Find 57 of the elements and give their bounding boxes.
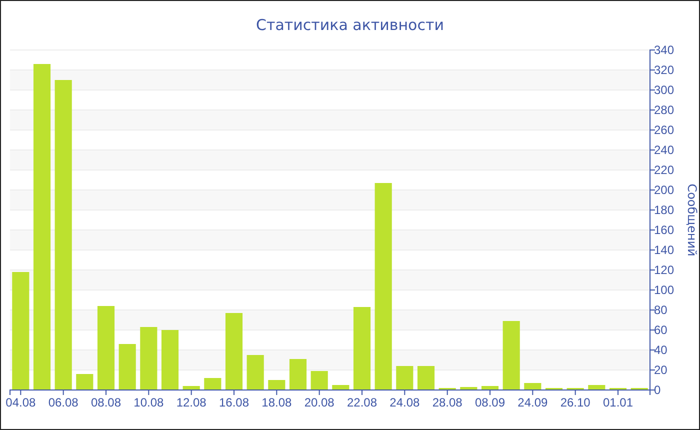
x-tick-label: 06.08 bbox=[48, 396, 79, 410]
x-tick-label: 20.08 bbox=[304, 396, 335, 410]
y-tick-label: 280 bbox=[654, 102, 674, 117]
y-tick-label: 200 bbox=[654, 182, 674, 197]
bar bbox=[161, 330, 179, 390]
bar bbox=[289, 359, 307, 390]
y-tick-label: 240 bbox=[654, 142, 674, 157]
bar bbox=[76, 374, 94, 390]
x-tick-label: 22.08 bbox=[346, 396, 378, 410]
y-tick-label: 60 bbox=[654, 322, 668, 337]
bar bbox=[246, 355, 264, 390]
bar bbox=[12, 272, 30, 390]
y-tick-label: 120 bbox=[654, 262, 674, 277]
x-tick-label: 26.10 bbox=[560, 396, 591, 410]
bar bbox=[524, 383, 542, 390]
bar bbox=[204, 378, 222, 390]
bar bbox=[225, 313, 243, 390]
x-tick-label: 08.08 bbox=[90, 396, 122, 410]
bar bbox=[268, 380, 286, 390]
x-tick-label: 28.08 bbox=[432, 396, 463, 410]
y-tick-label: 260 bbox=[654, 122, 674, 137]
x-tick-label: 18.08 bbox=[262, 396, 292, 410]
y-tick-label: 340 bbox=[654, 42, 674, 57]
bar bbox=[396, 366, 414, 390]
y-tick-label: 140 bbox=[654, 242, 674, 257]
bar bbox=[97, 306, 115, 390]
y-tick-label: 180 bbox=[654, 202, 674, 217]
x-tick-label: 12.08 bbox=[176, 396, 207, 410]
bar bbox=[417, 366, 435, 390]
bar bbox=[502, 321, 520, 390]
y-tick-label: 40 bbox=[654, 342, 668, 357]
y-tick-label: 0 bbox=[654, 382, 661, 397]
bar bbox=[332, 385, 350, 390]
bar bbox=[118, 344, 136, 390]
y-tick-label: 300 bbox=[654, 82, 674, 97]
x-tick-label: 08.09 bbox=[474, 396, 506, 410]
x-tick-label: 10.08 bbox=[134, 396, 164, 410]
x-tick-label: 24.09 bbox=[518, 396, 548, 410]
bar bbox=[353, 307, 371, 390]
bar bbox=[54, 80, 72, 390]
y-tick-label: 100 bbox=[654, 282, 674, 297]
x-tick-label: 01.01 bbox=[602, 396, 634, 410]
y-tick-label: 220 bbox=[654, 162, 674, 177]
y-tick-label: 80 bbox=[654, 302, 668, 317]
x-tick-label: 16.08 bbox=[218, 396, 250, 410]
chart-title: Статистика активности bbox=[256, 16, 444, 34]
bar bbox=[140, 327, 158, 390]
y-tick-label: 160 bbox=[654, 222, 674, 237]
y-tick-label: 320 bbox=[654, 62, 674, 77]
bar bbox=[33, 64, 51, 390]
y-axis-title: Сообщений bbox=[685, 184, 699, 256]
x-tick-label: 24.08 bbox=[390, 396, 420, 410]
y-tick-label: 20 bbox=[654, 362, 668, 377]
bar bbox=[310, 371, 328, 390]
bar bbox=[588, 385, 606, 390]
bar bbox=[374, 183, 392, 390]
x-tick-label: 04.08 bbox=[6, 396, 36, 410]
